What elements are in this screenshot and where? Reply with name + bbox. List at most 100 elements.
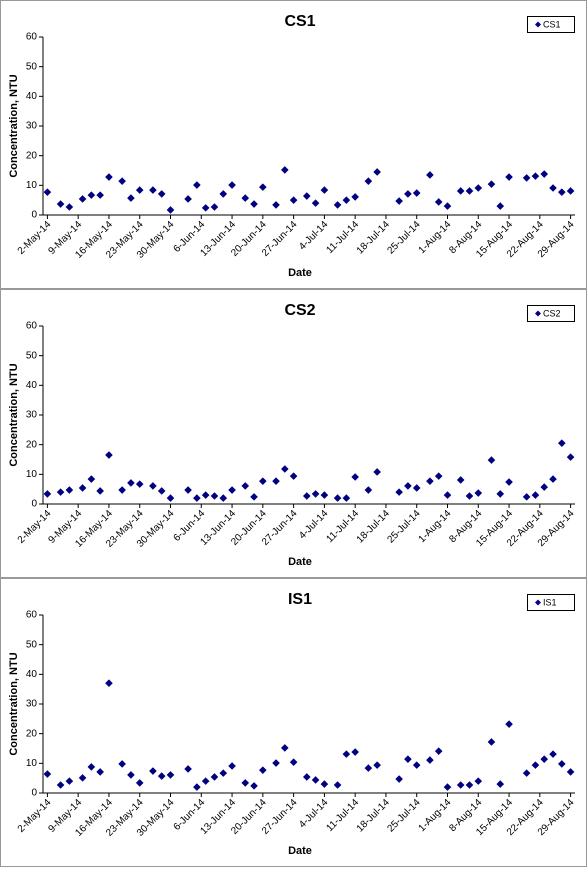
legend-box xyxy=(527,305,575,322)
data-point xyxy=(487,180,496,188)
data-point xyxy=(166,206,175,214)
data-point xyxy=(505,478,513,486)
y-tick-label: 20 xyxy=(26,439,38,450)
data-point xyxy=(531,491,540,499)
data-point xyxy=(303,773,311,781)
data-point xyxy=(364,764,373,772)
data-point xyxy=(272,477,280,485)
y-tick-label: 60 xyxy=(26,610,38,621)
y-axis-title: Concentration, NTU xyxy=(8,652,20,755)
data-point xyxy=(219,190,228,198)
data-point xyxy=(96,191,104,199)
data-point xyxy=(272,201,280,209)
data-point xyxy=(87,763,96,771)
y-tick-label: 10 xyxy=(26,469,38,480)
data-point xyxy=(311,490,320,498)
data-point xyxy=(404,190,412,198)
data-point xyxy=(78,484,87,492)
data-point xyxy=(219,494,228,502)
data-point xyxy=(228,486,236,494)
legend-marker xyxy=(535,599,541,606)
legend: CS1 xyxy=(527,16,575,33)
data-point xyxy=(43,490,52,498)
data-point xyxy=(443,202,452,210)
data-point xyxy=(65,203,74,211)
y-tick-label: 0 xyxy=(31,788,37,799)
data-point xyxy=(118,177,126,185)
y-tick-label: 30 xyxy=(26,410,38,421)
legend-marker xyxy=(535,310,541,317)
data-point xyxy=(566,453,575,461)
data-point xyxy=(201,491,210,499)
y-tick-label: 20 xyxy=(26,728,38,739)
data-point xyxy=(531,172,540,180)
data-point xyxy=(135,779,144,787)
data-point xyxy=(250,493,258,501)
data-point xyxy=(404,755,412,763)
data-point xyxy=(210,492,219,500)
data-point xyxy=(241,779,250,787)
data-point xyxy=(56,488,65,496)
data-point xyxy=(342,750,351,758)
data-point xyxy=(105,451,113,459)
legend-box xyxy=(527,16,575,33)
data-point xyxy=(250,782,258,790)
y-tick-label: 40 xyxy=(26,380,38,391)
data-point xyxy=(96,487,104,495)
data-point xyxy=(210,203,219,211)
data-point xyxy=(465,492,474,500)
y-tick-label: 50 xyxy=(26,61,38,72)
data-point xyxy=(105,679,113,688)
data-point xyxy=(426,756,434,764)
data-point xyxy=(474,184,483,192)
data-point xyxy=(157,190,166,198)
data-point xyxy=(219,769,228,777)
data-point xyxy=(412,761,421,769)
data-point xyxy=(487,738,496,746)
data-point xyxy=(474,489,483,497)
legend-box xyxy=(527,594,575,611)
data-point xyxy=(540,755,549,763)
data-point xyxy=(184,486,192,494)
data-point xyxy=(289,758,298,766)
chart-title: CS1 xyxy=(284,13,315,30)
data-point xyxy=(395,197,403,205)
y-tick-label: 20 xyxy=(26,150,38,161)
data-point xyxy=(166,494,175,502)
y-axis-title: Concentration, NTU xyxy=(8,74,20,177)
y-tick-label: 50 xyxy=(26,639,38,650)
y-axis-title: Concentration, NTU xyxy=(8,363,20,466)
data-point xyxy=(426,171,434,179)
data-point xyxy=(281,166,289,174)
data-point xyxy=(87,475,96,483)
data-point xyxy=(241,194,250,202)
data-point xyxy=(320,491,329,499)
data-point xyxy=(351,473,359,481)
data-point xyxy=(281,744,289,752)
data-point xyxy=(311,776,320,784)
data-point xyxy=(456,187,465,195)
data-point xyxy=(135,480,144,488)
y-tick-label: 0 xyxy=(31,210,37,221)
legend: IS1 xyxy=(527,594,575,611)
data-point xyxy=(465,187,474,195)
data-point xyxy=(166,771,175,779)
data-point xyxy=(412,189,421,197)
data-point xyxy=(505,173,513,181)
data-point xyxy=(434,198,443,206)
data-point xyxy=(250,200,258,208)
data-point xyxy=(320,780,329,788)
y-tick-label: 30 xyxy=(26,121,38,132)
data-point xyxy=(364,486,373,494)
data-point xyxy=(549,475,557,483)
data-point xyxy=(272,759,280,767)
data-point xyxy=(342,494,351,502)
data-point xyxy=(434,472,443,480)
data-point xyxy=(487,456,496,464)
data-point xyxy=(127,771,135,779)
chart-title: IS1 xyxy=(288,591,312,608)
data-point xyxy=(281,465,289,473)
data-point xyxy=(342,196,351,204)
data-point xyxy=(184,195,192,203)
